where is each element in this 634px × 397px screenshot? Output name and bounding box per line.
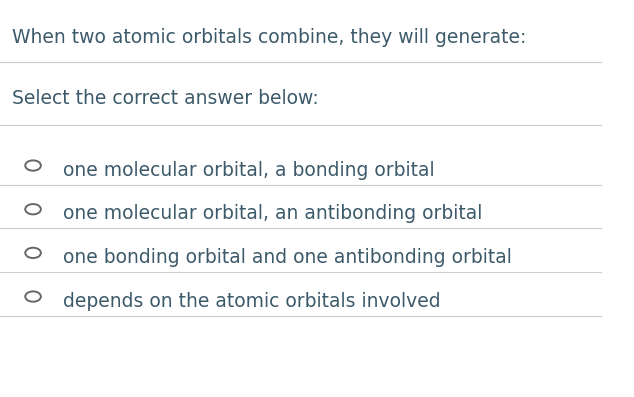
Text: one bonding orbital and one antibonding orbital: one bonding orbital and one antibonding … [63,248,512,267]
Text: depends on the atomic orbitals involved: depends on the atomic orbitals involved [63,292,441,311]
Text: Select the correct answer below:: Select the correct answer below: [12,89,319,108]
Text: one molecular orbital, a bonding orbital: one molecular orbital, a bonding orbital [63,161,435,180]
Text: When two atomic orbitals combine, they will generate:: When two atomic orbitals combine, they w… [12,28,526,47]
Text: one molecular orbital, an antibonding orbital: one molecular orbital, an antibonding or… [63,204,482,224]
